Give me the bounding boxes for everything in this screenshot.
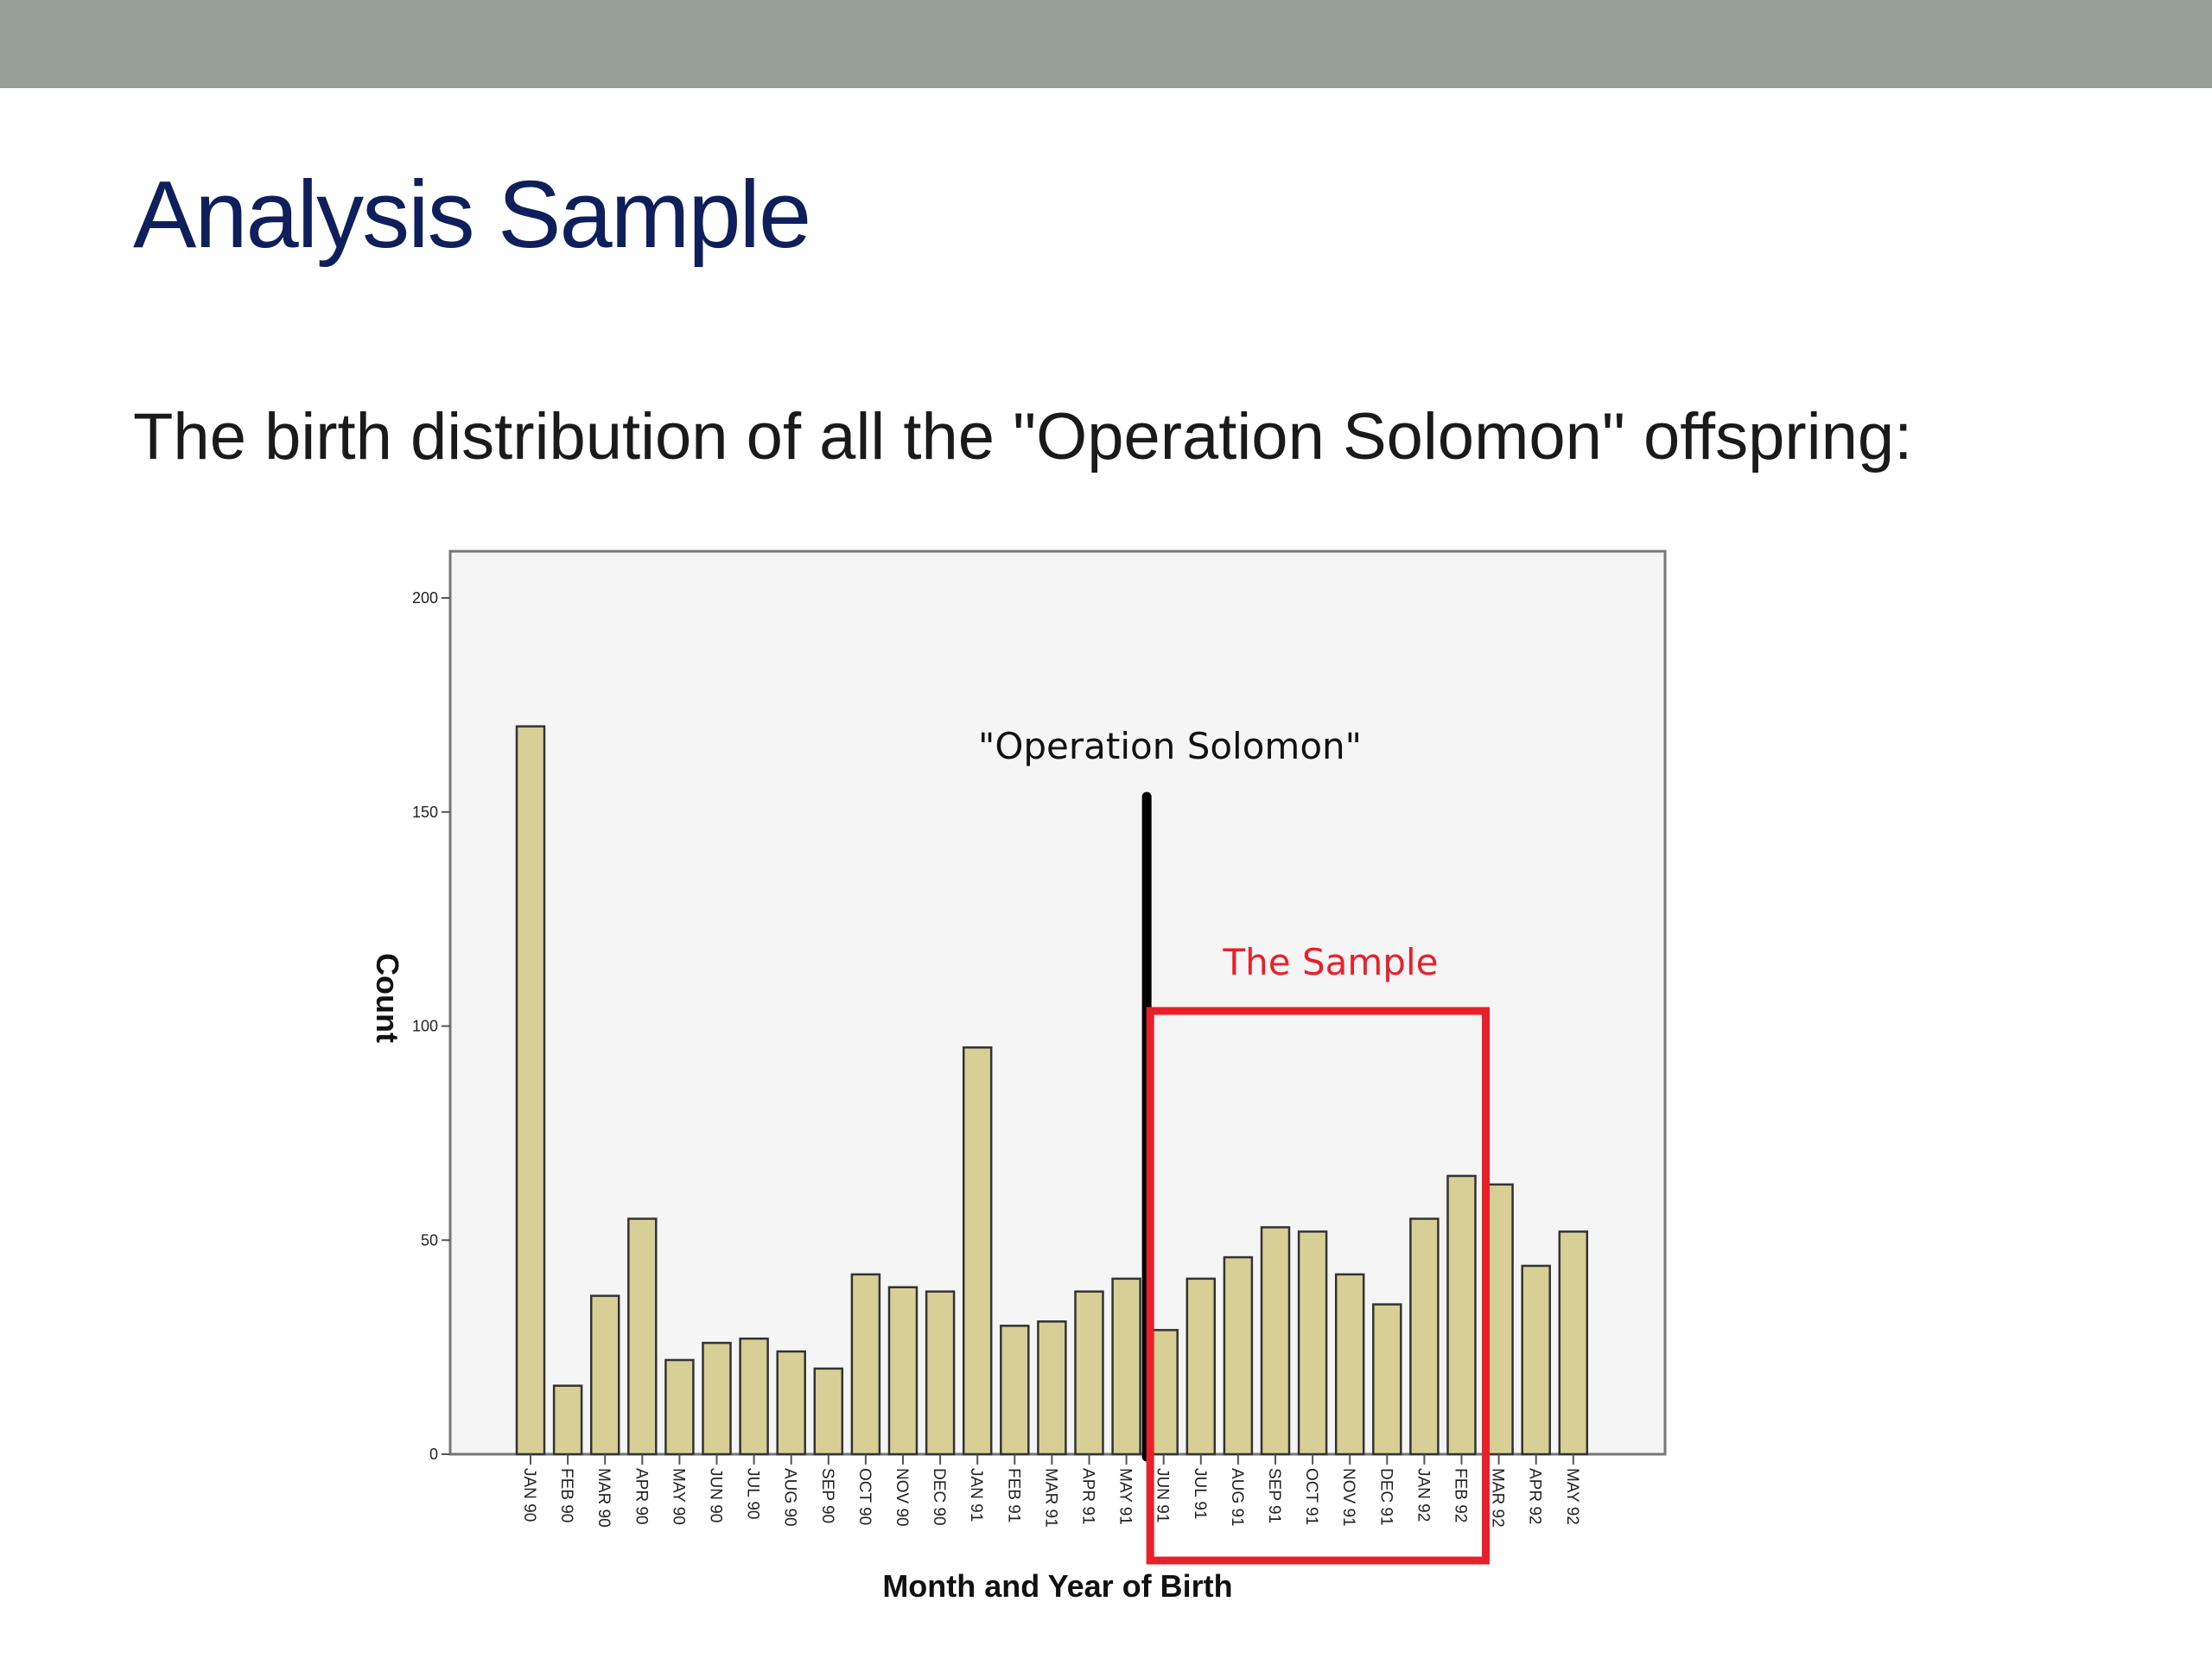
bar <box>552 1384 583 1456</box>
x-tick-label: SEP 90 <box>818 1468 836 1523</box>
x-tick-label: JUL 90 <box>744 1468 762 1520</box>
x-tick-label: APR 91 <box>1079 1468 1097 1524</box>
bar <box>702 1341 732 1456</box>
x-tick-label: OCT 90 <box>855 1468 874 1525</box>
bar <box>1037 1320 1067 1456</box>
x-tick-label: MAY 90 <box>669 1468 687 1525</box>
bar <box>739 1337 769 1456</box>
x-tick-label: NOV 90 <box>893 1468 911 1527</box>
bar <box>627 1217 658 1456</box>
bar <box>887 1286 918 1456</box>
x-tick-label: FEB 91 <box>1004 1468 1022 1522</box>
y-axis-title: Count <box>370 953 405 1043</box>
x-tick-label: JAN 90 <box>520 1468 538 1522</box>
x-tick-label: MAR 91 <box>1041 1468 1059 1528</box>
bar <box>1297 1230 1328 1456</box>
x-tick-label: SEP 91 <box>1265 1468 1283 1523</box>
x-tick-label: OCT 91 <box>1302 1468 1320 1525</box>
x-tick-label: DEC 91 <box>1376 1468 1395 1526</box>
x-axis-title: Month and Year of Birth <box>882 1568 1232 1604</box>
bar <box>1000 1325 1030 1456</box>
x-tick-label: MAY 92 <box>1563 1468 1581 1525</box>
bar <box>813 1367 844 1456</box>
bars <box>515 725 1589 1456</box>
x-tick-label: JUN 90 <box>707 1468 725 1522</box>
bar <box>1074 1290 1104 1456</box>
bar <box>776 1350 806 1456</box>
y-tick-label: 150 <box>412 804 438 821</box>
bar <box>925 1290 956 1456</box>
operation-solomon-label: "Operation Solomon" <box>978 725 1362 767</box>
bar <box>1409 1217 1440 1456</box>
x-tick-label: MAR 90 <box>594 1468 613 1528</box>
x-tick-label: AUG 91 <box>1228 1468 1246 1527</box>
y-tick-label: 50 <box>421 1231 438 1249</box>
x-tick-label: APR 90 <box>632 1468 650 1524</box>
top-bar <box>0 0 2212 88</box>
x-tick-label: JUL 91 <box>1191 1468 1209 1520</box>
bar <box>1260 1226 1291 1456</box>
x-tick-label: JAN 91 <box>967 1468 985 1522</box>
x-tick-label: APR 92 <box>1526 1468 1544 1524</box>
bar <box>1185 1277 1217 1456</box>
x-tick-label: JAN 92 <box>1414 1468 1432 1522</box>
bar <box>962 1046 993 1456</box>
bar <box>664 1358 695 1456</box>
bar <box>1334 1273 1365 1456</box>
x-axis: JAN 90 FEB 90 MAR 90 APR 90 MAY 90 JUN 90 JUL … <box>520 1454 1581 1528</box>
annotations: "Operation Solomon" The Sample <box>978 725 1491 1565</box>
bar <box>1521 1264 1551 1456</box>
bar <box>1558 1230 1589 1456</box>
sample-box <box>1146 1007 1491 1565</box>
bar <box>1111 1277 1141 1456</box>
x-tick-label: FEB 90 <box>557 1468 575 1522</box>
bar <box>515 725 546 1456</box>
sample-label: The Sample <box>1223 941 1439 983</box>
y-tick-label: 100 <box>412 1018 438 1035</box>
x-tick-label: AUG 90 <box>781 1468 799 1527</box>
y-tick-label: 200 <box>412 589 438 607</box>
x-tick-label: MAY 91 <box>1116 1468 1135 1525</box>
bar <box>850 1273 881 1456</box>
slide-title: Analysis Sample <box>133 162 811 268</box>
bar <box>1446 1174 1477 1456</box>
slide-subtitle: The birth distribution of all the "Opera… <box>133 400 1913 474</box>
x-tick-label: DEC 90 <box>930 1468 948 1526</box>
x-tick-label: MAR 92 <box>1489 1468 1507 1528</box>
y-axis: 0 50 100 150 200 <box>412 589 450 1463</box>
x-tick-label: FEB 92 <box>1452 1468 1470 1522</box>
bar <box>1372 1303 1402 1456</box>
x-tick-label: NOV 91 <box>1339 1468 1357 1527</box>
bar <box>1223 1255 1254 1456</box>
bar <box>589 1294 620 1456</box>
y-tick-label: 0 <box>429 1446 438 1463</box>
x-tick-label: JUN 91 <box>1154 1468 1172 1522</box>
